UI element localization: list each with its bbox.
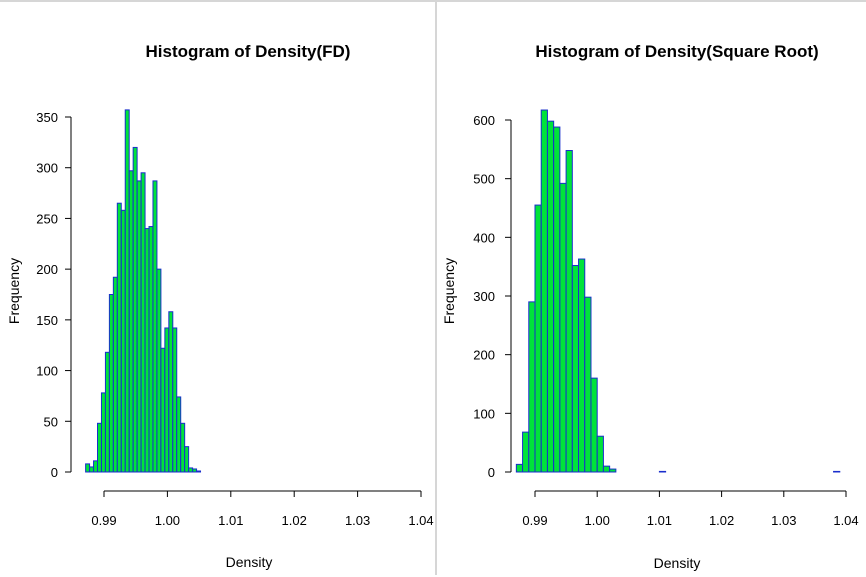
histogram-panel-square-root: Histogram of Density(Square Root) Densit… xyxy=(437,0,866,575)
histogram-bar xyxy=(578,258,586,473)
histogram-bar xyxy=(540,109,548,473)
y-axis-title: Frequency xyxy=(6,258,22,324)
histogram-bar xyxy=(534,204,542,473)
y-tick-label: 200 xyxy=(36,262,58,277)
x-tick-label: 0.99 xyxy=(522,513,547,528)
x-tick-label: 0.99 xyxy=(91,513,116,528)
histogram-bar xyxy=(192,468,198,473)
histogram-bar xyxy=(590,377,598,473)
histogram-bar xyxy=(148,226,154,473)
y-tick-label: 500 xyxy=(473,172,495,187)
histogram-bar xyxy=(144,228,150,473)
x-axis: 0.99 1.00 1.01 1.02 1.03 1.04 xyxy=(91,490,434,528)
x-tick-label: 1.04 xyxy=(833,513,858,528)
y-tick-label: 350 xyxy=(36,110,58,125)
histogram-bar xyxy=(124,109,130,473)
histogram-bar xyxy=(528,301,536,473)
histogram-bar xyxy=(176,396,182,473)
y-tick-label: 0 xyxy=(488,465,495,480)
histogram-bar xyxy=(172,327,178,473)
histogram-bar xyxy=(93,460,99,473)
histogram-bar xyxy=(160,347,166,473)
bars-group xyxy=(515,109,841,473)
histogram-bar xyxy=(584,296,592,473)
y-tick-label: 600 xyxy=(473,113,495,128)
y-tick-label: 50 xyxy=(44,414,58,429)
y-axis-title: Frequency xyxy=(441,258,457,324)
histogram-bar xyxy=(565,150,573,473)
histogram-bar xyxy=(546,120,555,473)
y-tick-label: 300 xyxy=(36,161,58,176)
histogram-bar xyxy=(559,182,567,473)
x-tick-label: 1.00 xyxy=(585,513,610,528)
x-tick-label: 1.00 xyxy=(155,513,180,528)
y-tick-label: 150 xyxy=(36,313,58,328)
histogram-chart-square-root: Histogram of Density(Square Root) Densit… xyxy=(441,42,859,571)
bars-group xyxy=(85,109,614,473)
histogram-bar xyxy=(156,268,162,473)
histogram-bar xyxy=(658,470,667,473)
y-tick-label: 200 xyxy=(473,348,495,363)
histogram-bar xyxy=(164,327,170,473)
x-tick-label: 1.04 xyxy=(408,513,433,528)
histogram-bar xyxy=(602,465,611,473)
histogram-bar xyxy=(112,276,118,473)
histogram-bar xyxy=(100,392,106,473)
histogram-bar xyxy=(553,126,561,473)
x-tick-label: 1.02 xyxy=(709,513,734,528)
histogram-bar xyxy=(515,463,524,473)
histogram-bar xyxy=(136,180,142,473)
histogram-bar xyxy=(152,180,158,473)
x-tick-label: 1.01 xyxy=(218,513,243,528)
histogram-bar xyxy=(97,422,102,473)
y-tick-label: 300 xyxy=(473,289,495,304)
histogram-bar xyxy=(140,172,146,473)
histogram-bar xyxy=(188,467,194,473)
histogram-bar xyxy=(196,470,202,473)
histogram-bar xyxy=(120,209,126,473)
histogram-bar xyxy=(89,466,95,473)
histogram-bar xyxy=(596,435,604,473)
x-tick-label: 1.03 xyxy=(345,513,370,528)
y-tick-label: 100 xyxy=(36,364,58,379)
chart-title: Histogram of Density(Square Root) xyxy=(535,42,818,61)
y-axis: 0 100 200 300 400 500 600 xyxy=(473,113,512,480)
histogram-bar xyxy=(833,470,841,473)
histogram-bar xyxy=(609,468,617,473)
histogram-bar xyxy=(108,294,114,473)
histogram-bar xyxy=(522,431,530,473)
y-tick-label: 0 xyxy=(51,465,58,480)
histogram-bar xyxy=(571,264,580,473)
histogram-bar xyxy=(132,146,138,473)
histogram-panel-fd: Histogram of Density(FD) Density Frequen… xyxy=(0,0,614,575)
y-tick-label: 250 xyxy=(36,211,58,226)
histogram-bar xyxy=(104,351,110,473)
histogram-bar xyxy=(85,463,91,473)
x-axis-title: Density xyxy=(654,555,701,571)
histogram-chart-fd: Histogram of Density(FD) Density Frequen… xyxy=(6,42,614,570)
y-tick-label: 400 xyxy=(473,230,495,245)
histogram-bar xyxy=(168,311,174,473)
x-tick-label: 1.02 xyxy=(282,513,307,528)
histogram-bar xyxy=(116,202,122,473)
histogram-bar xyxy=(128,170,134,473)
y-axis: 0 50 100 150 200 250 300 350 xyxy=(36,110,72,480)
x-tick-label: 1.03 xyxy=(771,513,796,528)
x-axis-title: Density xyxy=(226,554,273,570)
y-tick-label: 100 xyxy=(473,406,495,421)
x-axis: 0.99 1.00 1.01 1.02 1.03 1.04 xyxy=(522,490,859,528)
histogram-bar xyxy=(180,422,186,473)
histogram-bar xyxy=(184,446,190,473)
x-tick-label: 1.01 xyxy=(647,513,672,528)
chart-title: Histogram of Density(FD) xyxy=(146,42,351,61)
